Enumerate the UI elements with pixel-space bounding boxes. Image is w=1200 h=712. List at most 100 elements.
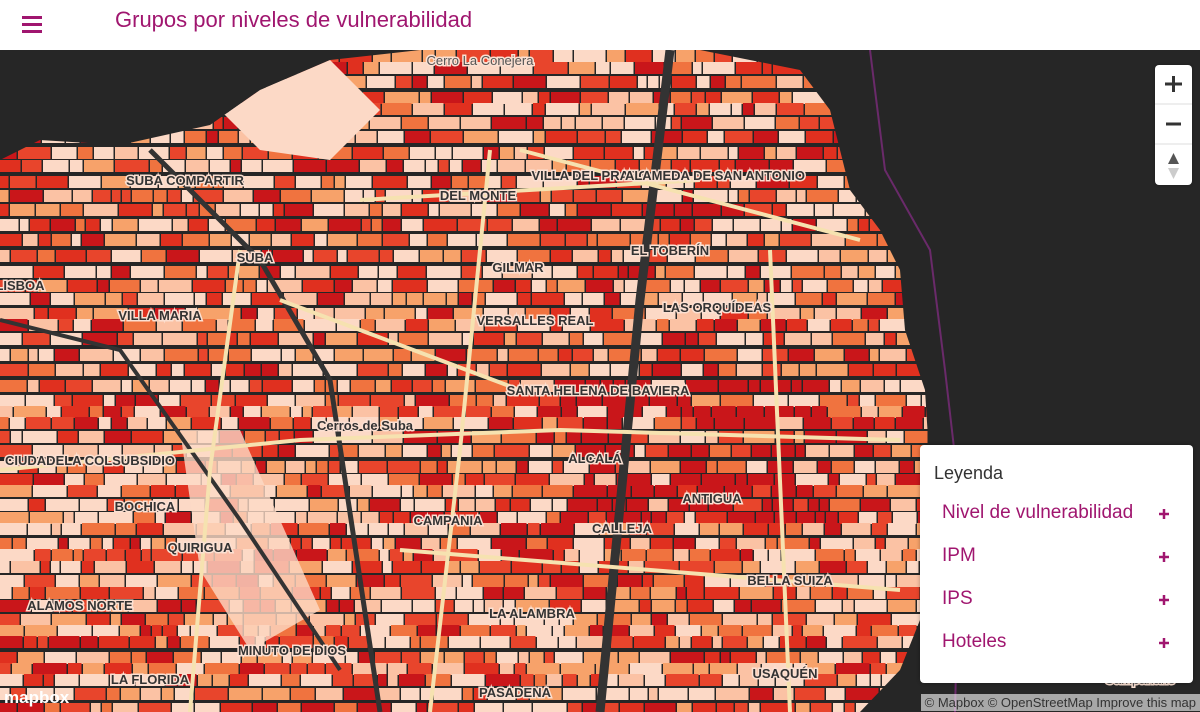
block [214, 176, 223, 188]
block [453, 474, 465, 486]
block [716, 688, 749, 700]
block [610, 76, 637, 88]
block [591, 674, 601, 686]
block [361, 319, 375, 331]
block [141, 688, 161, 700]
block [714, 600, 734, 612]
block [134, 333, 162, 345]
block [874, 364, 896, 376]
block [389, 364, 402, 376]
block [305, 319, 336, 331]
block [591, 319, 624, 331]
block [663, 663, 693, 675]
block [875, 417, 895, 429]
block [431, 131, 463, 143]
block [899, 625, 917, 637]
expand-icon[interactable] [1158, 551, 1170, 563]
block [705, 652, 720, 664]
legend-item[interactable]: IPM [942, 545, 1182, 567]
attribution[interactable]: © Mapbox © OpenStreetMap Improve this ma… [920, 694, 1200, 711]
block [682, 406, 693, 418]
block [532, 293, 564, 305]
block [518, 293, 531, 305]
block [869, 250, 887, 262]
block [734, 219, 760, 231]
block [862, 406, 878, 418]
block [486, 293, 517, 305]
zoom-icons[interactable] [1155, 65, 1192, 185]
block [726, 76, 741, 88]
block [707, 461, 717, 473]
block [64, 512, 74, 524]
block [428, 76, 444, 88]
block [391, 625, 417, 637]
legend-item-label[interactable]: IPM [942, 545, 976, 566]
block [533, 703, 567, 712]
block [803, 380, 829, 392]
block [766, 538, 777, 550]
block [436, 600, 454, 612]
street [359, 178, 701, 202]
block [301, 674, 332, 686]
block [495, 445, 529, 457]
block [487, 176, 501, 188]
menu-button[interactable] [22, 14, 44, 34]
block [722, 92, 752, 104]
block [595, 474, 616, 486]
legend-item-label[interactable]: IPS [942, 588, 973, 609]
expand-icon[interactable] [1158, 637, 1170, 649]
block [560, 614, 573, 626]
block [101, 219, 112, 231]
block [618, 575, 642, 587]
legend-item-label[interactable]: Hoteles [942, 631, 1007, 652]
place-label: SANTA HELENA DE BAVIERA [507, 383, 690, 398]
block [559, 636, 576, 648]
block [362, 219, 371, 231]
legend-item-label[interactable]: Nivel de vulnerabilidad [942, 502, 1134, 523]
legend-item[interactable]: Nivel de vulnerabilidad [942, 502, 1182, 524]
block [141, 349, 164, 361]
block [30, 219, 50, 231]
block [631, 587, 650, 599]
block [27, 688, 54, 700]
block [546, 131, 577, 143]
block [104, 406, 121, 418]
block [0, 176, 9, 188]
block [473, 445, 494, 457]
block [721, 308, 748, 320]
mapbox-logo[interactable]: mapbox [4, 688, 70, 707]
block [338, 250, 347, 262]
expand-icon[interactable] [1158, 508, 1170, 520]
block [52, 147, 77, 159]
block [547, 76, 580, 88]
block [630, 523, 646, 535]
block [711, 549, 740, 561]
block [339, 395, 370, 407]
block [70, 160, 83, 172]
block [860, 395, 875, 407]
block [817, 364, 848, 376]
block [0, 349, 10, 361]
block [115, 160, 149, 172]
block [313, 406, 335, 418]
block [837, 485, 863, 497]
block [829, 474, 839, 486]
block [592, 103, 625, 115]
block [98, 600, 110, 612]
block [52, 417, 74, 429]
block [198, 333, 207, 345]
block [752, 445, 771, 457]
block [56, 364, 83, 376]
block [222, 652, 241, 664]
block [253, 703, 277, 712]
place-label: LAS ORQUÍDEAS [663, 300, 772, 315]
legend-item[interactable]: Hoteles [942, 631, 1182, 653]
block [0, 587, 12, 599]
legend-item[interactable]: IPS [942, 588, 1182, 610]
block [369, 636, 385, 648]
block [75, 512, 98, 524]
header: Grupos por niveles de vulnerabilidad [0, 0, 1200, 50]
expand-icon[interactable] [1158, 594, 1170, 606]
block [266, 431, 279, 443]
block [452, 176, 468, 188]
